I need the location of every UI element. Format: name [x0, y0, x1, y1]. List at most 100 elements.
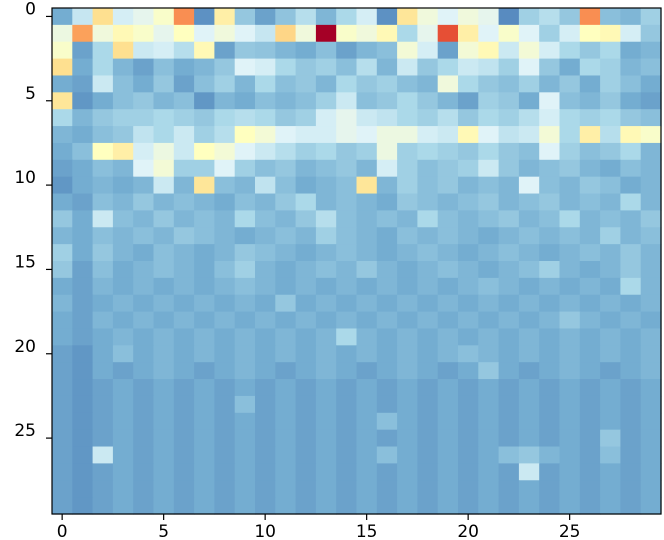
heatmap-cell — [173, 109, 195, 127]
heatmap-cell — [234, 109, 256, 127]
heatmap-cell — [417, 8, 439, 26]
heatmap-cell — [275, 159, 297, 178]
heatmap-cell — [356, 497, 378, 515]
heatmap-cell — [417, 41, 439, 60]
heatmap-cell — [194, 58, 215, 77]
heatmap-cell — [539, 244, 561, 262]
heatmap-cell — [194, 159, 215, 178]
heatmap-cell — [52, 41, 73, 60]
heatmap-cell — [417, 412, 439, 431]
heatmap-cell — [478, 58, 500, 77]
heatmap-cell — [234, 193, 256, 211]
heatmap-cell — [640, 227, 662, 245]
heatmap-cell — [376, 463, 398, 481]
heatmap-cell — [640, 210, 662, 228]
heatmap-cell — [579, 210, 601, 228]
heatmap-cell — [640, 311, 662, 330]
heatmap-cell — [458, 412, 479, 431]
heatmap-cell — [559, 446, 581, 464]
heatmap-cell — [315, 412, 337, 431]
heatmap-cell — [559, 176, 581, 195]
heatmap-cell — [133, 210, 155, 228]
heatmap-cell — [173, 328, 195, 346]
heatmap-cell — [539, 58, 561, 77]
heatmap-cell — [376, 412, 398, 431]
heatmap-cell — [214, 8, 236, 26]
heatmap-cell — [112, 109, 134, 127]
heatmap-cell — [437, 328, 459, 346]
heatmap-cell — [336, 24, 358, 43]
heatmap-cell — [173, 480, 195, 498]
heatmap-cell — [295, 75, 317, 93]
heatmap-cell — [295, 311, 317, 330]
heatmap-cell — [518, 446, 540, 464]
heatmap-cell — [600, 109, 621, 127]
heatmap-cell — [194, 497, 215, 515]
heatmap-cell — [173, 277, 195, 296]
heatmap-cell — [640, 429, 662, 448]
heatmap-cell — [92, 159, 114, 178]
heatmap-cell — [173, 41, 195, 60]
heatmap-cell — [92, 261, 114, 279]
heatmap-cell — [234, 244, 256, 262]
heatmap-cell — [112, 395, 134, 414]
heatmap-cell — [173, 244, 195, 262]
heatmap-cell — [518, 193, 540, 211]
heatmap-cell — [234, 412, 256, 431]
heatmap-cell — [478, 109, 500, 127]
heatmap-cell — [559, 193, 581, 211]
heatmap-cell — [640, 193, 662, 211]
heatmap-cell — [214, 24, 236, 43]
plot-frame — [51, 7, 662, 515]
heatmap-cell — [315, 261, 337, 279]
heatmap-cell — [376, 142, 398, 161]
heatmap-cell — [640, 142, 662, 161]
heatmap-cell — [214, 328, 236, 346]
heatmap-cell — [640, 8, 662, 26]
heatmap-cell — [52, 126, 73, 144]
heatmap-cell — [458, 429, 479, 448]
heatmap-cell — [336, 176, 358, 195]
heatmap-cell — [498, 109, 520, 127]
heatmap-cell — [133, 41, 155, 60]
heatmap-cell — [214, 463, 236, 481]
heatmap-cell — [356, 8, 378, 26]
heatmap-cell — [539, 92, 561, 110]
heatmap-cell — [518, 8, 540, 26]
heatmap-cell — [295, 345, 317, 363]
heatmap-cell — [498, 244, 520, 262]
heatmap-cell — [92, 227, 114, 245]
heatmap-cell — [112, 345, 134, 363]
heatmap-cell — [234, 362, 256, 380]
heatmap-cell — [437, 193, 459, 211]
heatmap-cell — [498, 497, 520, 515]
heatmap-cell — [315, 176, 337, 195]
heatmap-cell — [194, 92, 215, 110]
heatmap-cell — [478, 463, 500, 481]
heatmap-cell — [539, 41, 561, 60]
heatmap-cell — [620, 497, 642, 515]
heatmap-cell — [458, 41, 479, 60]
heatmap-cell — [397, 58, 418, 77]
heatmap-cell — [52, 159, 73, 178]
heatmap-cell — [539, 345, 561, 363]
heatmap-cell — [559, 277, 581, 296]
heatmap-cell — [417, 379, 439, 397]
heatmap-cell — [600, 41, 621, 60]
heatmap-cell — [620, 463, 642, 481]
heatmap-cell — [620, 429, 642, 448]
heatmap-cell — [72, 227, 94, 245]
heatmap-cell — [539, 429, 561, 448]
heatmap-cell — [559, 41, 581, 60]
heatmap-cell — [214, 58, 236, 77]
heatmap-cell — [356, 193, 378, 211]
heatmap-cell — [112, 75, 134, 93]
heatmap-cell — [72, 294, 94, 313]
heatmap-cell — [92, 58, 114, 77]
heatmap-cell — [478, 92, 500, 110]
heatmap-cell — [255, 261, 276, 279]
heatmap-cell — [498, 446, 520, 464]
heatmap-cell — [397, 294, 418, 313]
heatmap-cell — [214, 92, 236, 110]
heatmap-cell — [153, 126, 175, 144]
